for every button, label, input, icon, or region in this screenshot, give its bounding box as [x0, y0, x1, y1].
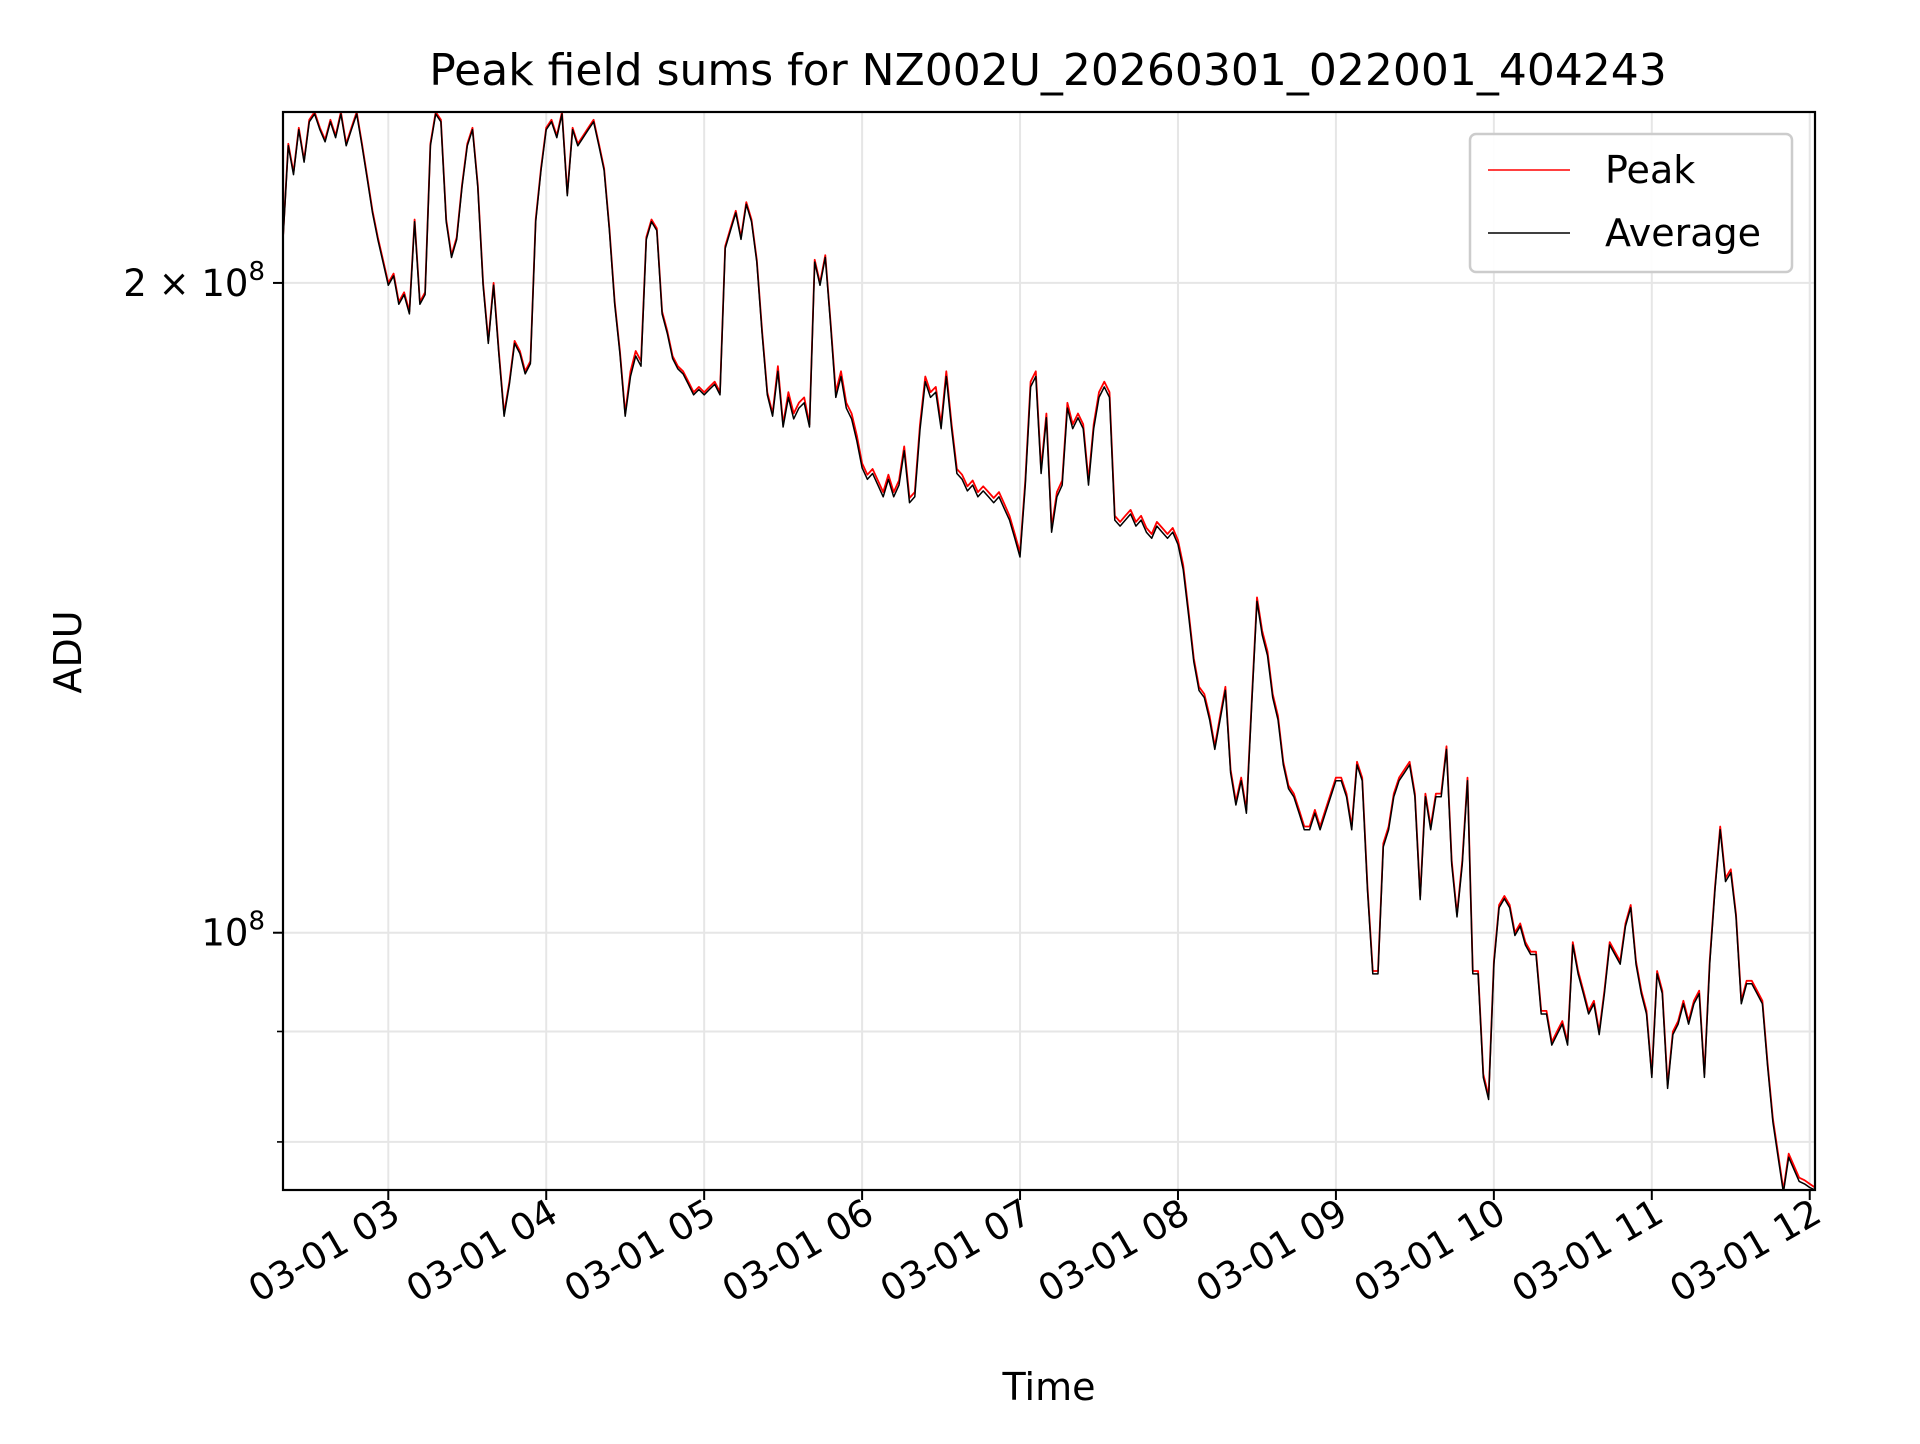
legend-label-peak: Peak	[1605, 148, 1695, 192]
legend-box	[1468, 132, 1794, 274]
plot-frame	[281, 110, 1817, 1192]
series-lines	[283, 112, 1815, 1190]
y-axis-label: ADU	[46, 610, 90, 693]
y-tick-label: 108	[201, 907, 265, 955]
y-tick-label: 2 × 108	[123, 257, 265, 305]
x-axis-label: Time	[1002, 1365, 1096, 1409]
series-line-average	[283, 113, 1815, 1190]
grid-lines	[283, 112, 1815, 1190]
legend-label-average: Average	[1605, 211, 1761, 255]
legend: Peak Average	[1468, 132, 1794, 274]
chart-title: Peak field sums for NZ002U_20260301_0220…	[429, 45, 1667, 96]
